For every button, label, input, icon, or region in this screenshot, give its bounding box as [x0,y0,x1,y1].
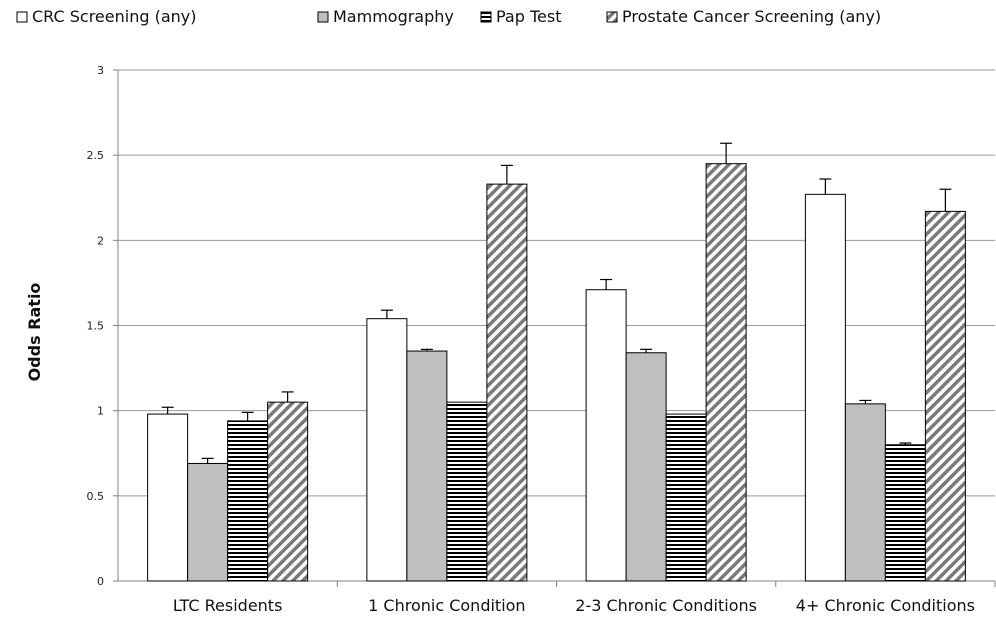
y-tick-label: 3 [97,64,104,77]
bar-gray [406,350,448,582]
bar-white [804,193,846,582]
axis-labels: Odds Ratio [25,283,44,382]
error-bars [161,142,952,464]
y-tick-label: 1 [97,405,104,418]
legend-swatch-white [16,11,28,23]
bar-diagonal-stripes [705,163,747,582]
bar-white [585,289,627,582]
bar-diagonal-stripes [267,401,309,582]
bar-gray [625,352,667,582]
y-axis-label: Odds Ratio [25,283,44,382]
bar-horizontal-stripes [227,420,269,582]
y-tick-label: 0 [97,575,104,588]
legend-label: CRC Screening (any) [32,7,196,26]
bar-horizontal-stripes [884,444,926,582]
legend-label: Pap Test [496,7,561,26]
bar-horizontal-stripes [446,401,488,582]
legend: CRC Screening (any) Mammography Pap Test Pr… [16,7,881,26]
legend-swatch-diagonal-stripes [606,11,618,23]
y-tick-label: 1.5 [87,320,105,333]
bar-gray [187,462,229,582]
bar-diagonal-stripes [924,210,966,582]
legend-swatch-gray [317,11,329,23]
x-category-label: LTC Residents [173,596,283,615]
bars [147,163,966,582]
y-tick-label: 2 [97,234,104,247]
bar-diagonal-stripes [486,183,528,582]
y-tick-label: 0.5 [87,490,105,503]
y-tick-label: 2.5 [87,149,105,162]
legend-label: Mammography [333,7,454,26]
legend-swatch-horizontal-stripes [480,11,492,23]
bar-horizontal-stripes [665,413,707,582]
legend-label: Prostate Cancer Screening (any) [622,7,881,26]
bar-white [147,413,189,582]
x-category-label: 1 Chronic Condition [368,596,525,615]
x-category-label: 4+ Chronic Conditions [796,596,975,615]
bar-gray [844,403,886,582]
axes: 0 0.5 1 1.5 2 2.5 3 LTC Residents 1 Chronic Cond… [87,64,996,615]
bar-white [366,318,408,582]
x-category-label: 2-3 Chronic Conditions [575,596,757,615]
